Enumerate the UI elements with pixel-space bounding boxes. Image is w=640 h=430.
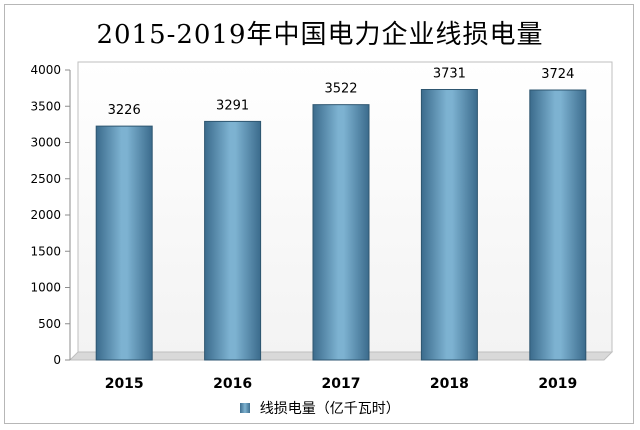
- x-tick-label-2017: 2017: [322, 376, 361, 392]
- data-label-2018: 3731: [433, 67, 466, 82]
- legend: 线损电量（亿千瓦时）: [0, 398, 640, 418]
- data-label-2017: 3522: [324, 82, 357, 97]
- bar-2016: [204, 120, 262, 361]
- legend-swatch: [240, 403, 251, 413]
- bar-2015: [95, 125, 153, 361]
- y-tick-label: 500: [38, 317, 61, 331]
- y-tick-label: 2500: [30, 172, 61, 186]
- y-tick-label: 1000: [30, 281, 61, 295]
- x-tick-label-2015: 2015: [105, 376, 144, 392]
- x-tick-label-2018: 2018: [430, 376, 469, 392]
- y-tick-label: 4000: [30, 63, 61, 77]
- y-tick-label: 0: [53, 353, 61, 367]
- chart-title: 2015-2019年中国电力企业线损电量: [96, 20, 544, 50]
- y-tick-label: 3500: [30, 99, 61, 113]
- y-tick-label: 1500: [30, 244, 61, 258]
- y-tick-label: 3000: [30, 136, 61, 150]
- x-tick-label-2016: 2016: [213, 376, 252, 392]
- legend-label: 线损电量（亿千瓦时）: [259, 401, 400, 417]
- data-label-2019: 3724: [541, 67, 574, 82]
- bar-2018: [420, 89, 478, 361]
- data-label-2016: 3291: [216, 98, 249, 113]
- data-label-2015: 3226: [108, 103, 141, 118]
- x-tick-label-2019: 2019: [538, 376, 577, 392]
- bar-2019: [529, 89, 587, 361]
- bar-2017: [312, 104, 370, 361]
- y-tick-label: 2000: [30, 208, 61, 222]
